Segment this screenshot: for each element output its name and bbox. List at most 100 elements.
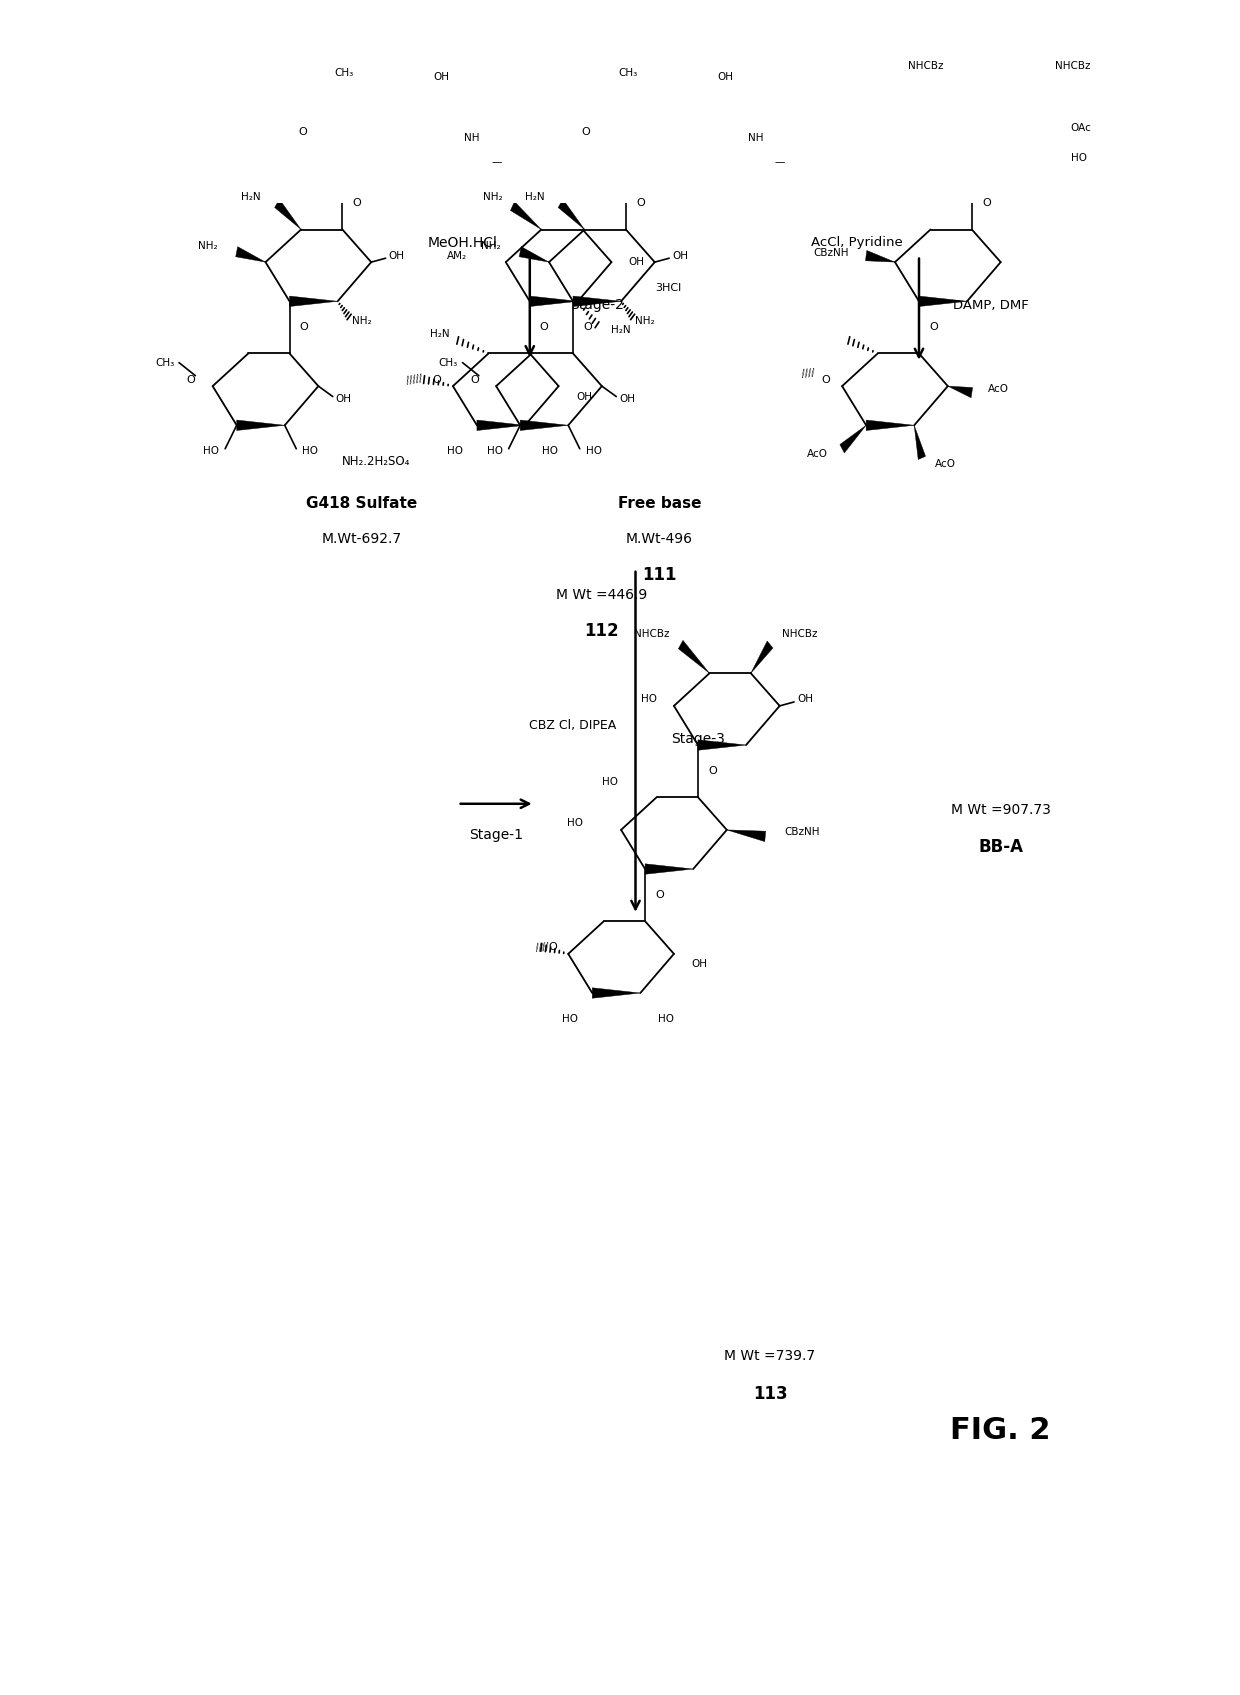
Text: NH₂.2H₂SO₄: NH₂.2H₂SO₄ bbox=[342, 456, 410, 468]
Text: CH₃: CH₃ bbox=[335, 68, 353, 78]
Text: O: O bbox=[636, 198, 645, 208]
Text: CH₃: CH₃ bbox=[439, 358, 458, 368]
Text: NH₂: NH₂ bbox=[635, 315, 655, 325]
Text: H₂N: H₂N bbox=[241, 192, 260, 202]
Text: OH: OH bbox=[575, 392, 591, 402]
Text: CBzNH: CBzNH bbox=[813, 247, 849, 258]
Text: FIG. 2: FIG. 2 bbox=[950, 1415, 1052, 1444]
Text: Stage-2: Stage-2 bbox=[570, 298, 624, 312]
Text: O: O bbox=[539, 322, 548, 332]
Text: H₂N: H₂N bbox=[430, 329, 450, 339]
Text: H₂N: H₂N bbox=[525, 192, 544, 202]
Text: NHCBz: NHCBz bbox=[781, 629, 817, 639]
Text: NH₂: NH₂ bbox=[481, 241, 501, 251]
Polygon shape bbox=[511, 202, 542, 229]
Polygon shape bbox=[919, 297, 967, 307]
Text: CBzNH: CBzNH bbox=[785, 827, 820, 837]
Text: HO: HO bbox=[1071, 153, 1086, 163]
Text: HO: HO bbox=[542, 446, 558, 456]
Text: O: O bbox=[655, 890, 663, 900]
Text: H₂N: H₂N bbox=[611, 325, 631, 336]
Text: NH₂: NH₂ bbox=[484, 192, 503, 202]
Polygon shape bbox=[678, 641, 709, 673]
Polygon shape bbox=[521, 420, 568, 431]
Text: M Wt =739.7: M Wt =739.7 bbox=[724, 1349, 816, 1363]
Text: MeOH.HCl: MeOH.HCl bbox=[428, 236, 497, 249]
Text: HO: HO bbox=[562, 1014, 578, 1024]
Polygon shape bbox=[1024, 73, 1047, 105]
Text: Stage-3: Stage-3 bbox=[671, 732, 725, 746]
Text: NH: NH bbox=[465, 134, 480, 142]
Text: NHCBz: NHCBz bbox=[1055, 61, 1091, 71]
Text: ////: //// bbox=[801, 368, 816, 378]
Polygon shape bbox=[290, 297, 337, 307]
Text: 113: 113 bbox=[753, 1385, 787, 1403]
Text: OH: OH bbox=[691, 959, 707, 970]
Polygon shape bbox=[866, 251, 895, 263]
Text: O: O bbox=[433, 375, 441, 385]
Text: OH: OH bbox=[434, 71, 450, 81]
Polygon shape bbox=[866, 420, 914, 431]
Text: Free base: Free base bbox=[618, 497, 702, 512]
Text: HO: HO bbox=[641, 695, 657, 705]
Text: CH₃: CH₃ bbox=[155, 358, 174, 368]
Text: OH: OH bbox=[388, 251, 404, 261]
Polygon shape bbox=[593, 988, 640, 998]
Text: AcO: AcO bbox=[988, 383, 1009, 393]
Polygon shape bbox=[698, 739, 746, 751]
Text: HO: HO bbox=[303, 446, 317, 456]
Text: /////: ///// bbox=[405, 373, 423, 386]
Polygon shape bbox=[558, 200, 584, 229]
Text: O: O bbox=[352, 198, 361, 208]
Polygon shape bbox=[678, 78, 706, 105]
Polygon shape bbox=[396, 78, 422, 105]
Text: Stage-1: Stage-1 bbox=[469, 829, 523, 842]
Text: NHCBz: NHCBz bbox=[634, 629, 670, 639]
Text: O: O bbox=[298, 127, 306, 137]
Text: CBZ Cl, DIPEA: CBZ Cl, DIPEA bbox=[529, 719, 616, 732]
Text: CH₃: CH₃ bbox=[619, 68, 637, 78]
Text: 112: 112 bbox=[584, 622, 619, 641]
Text: OAc: OAc bbox=[1071, 122, 1091, 132]
Text: O: O bbox=[708, 766, 717, 776]
Text: HO: HO bbox=[657, 1014, 673, 1024]
Text: OH: OH bbox=[336, 395, 352, 403]
Text: NH₂: NH₂ bbox=[352, 315, 372, 325]
Text: HO: HO bbox=[567, 819, 583, 829]
Text: O: O bbox=[548, 942, 557, 953]
Text: OH: OH bbox=[672, 251, 688, 261]
Text: 3HCl: 3HCl bbox=[655, 283, 681, 293]
Polygon shape bbox=[914, 425, 925, 459]
Polygon shape bbox=[274, 200, 301, 229]
Text: DAMP, DMF: DAMP, DMF bbox=[954, 298, 1029, 312]
Polygon shape bbox=[839, 425, 866, 453]
Text: M Wt =907.73: M Wt =907.73 bbox=[951, 803, 1050, 817]
Text: NH: NH bbox=[748, 134, 764, 142]
Polygon shape bbox=[237, 420, 285, 431]
Polygon shape bbox=[751, 641, 773, 673]
Polygon shape bbox=[727, 831, 766, 842]
Text: HO: HO bbox=[603, 776, 619, 786]
Text: ////: //// bbox=[536, 942, 549, 953]
Text: HO: HO bbox=[446, 446, 463, 456]
Text: G418 Sulfate: G418 Sulfate bbox=[306, 497, 417, 512]
Text: OH: OH bbox=[797, 695, 813, 705]
Text: M.Wt-496: M.Wt-496 bbox=[626, 532, 693, 546]
Text: NHCBz: NHCBz bbox=[908, 61, 944, 71]
Text: O: O bbox=[582, 127, 590, 137]
Text: AcCl, Pyridine: AcCl, Pyridine bbox=[811, 236, 903, 249]
Polygon shape bbox=[952, 73, 983, 105]
Text: M Wt =446.9: M Wt =446.9 bbox=[557, 588, 647, 602]
Text: AcO: AcO bbox=[935, 459, 956, 470]
Polygon shape bbox=[529, 297, 578, 307]
Text: HO: HO bbox=[487, 446, 503, 456]
Polygon shape bbox=[972, 173, 1021, 183]
Text: O: O bbox=[929, 322, 937, 332]
Text: BB-A: BB-A bbox=[978, 837, 1023, 856]
Text: AcO: AcO bbox=[807, 449, 828, 459]
Text: O: O bbox=[982, 198, 991, 208]
Text: AM₂: AM₂ bbox=[448, 251, 467, 261]
Text: O: O bbox=[822, 375, 831, 385]
Text: —: — bbox=[491, 156, 502, 166]
Text: —: — bbox=[775, 156, 785, 166]
